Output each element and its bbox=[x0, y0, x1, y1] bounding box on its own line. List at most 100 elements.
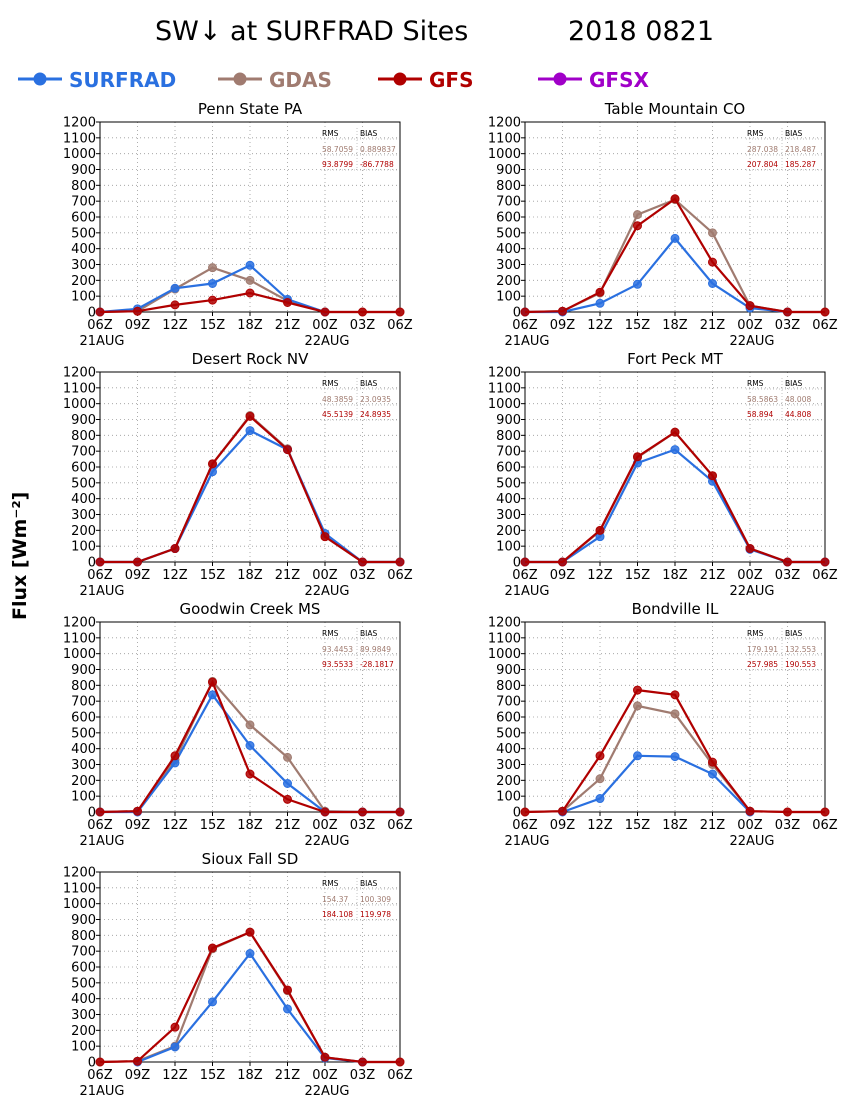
y-tick-label: 700 bbox=[71, 945, 96, 960]
y-tick-label: 600 bbox=[71, 961, 96, 976]
legend-label-gfsx: GFSX bbox=[589, 68, 649, 92]
stats-bias-gfs: 119.978 bbox=[360, 910, 391, 919]
data-point-gfs bbox=[670, 690, 680, 700]
y-tick-label: 700 bbox=[496, 695, 521, 710]
y-tick-label: 600 bbox=[496, 211, 521, 226]
data-point-gfs bbox=[520, 807, 530, 817]
x-tick-label: 00Z bbox=[312, 568, 338, 583]
data-point-gfs bbox=[820, 307, 830, 317]
x-tick-label: 06Z bbox=[387, 1068, 413, 1083]
x-tick-label: 18Z bbox=[662, 818, 688, 833]
y-tick-label: 200 bbox=[496, 774, 521, 789]
stats-bias-gdas: 100.309 bbox=[360, 895, 391, 904]
stats-header-bias: BIAS bbox=[785, 629, 802, 638]
x-tick-label: 09Z bbox=[550, 318, 576, 333]
y-tick-label: 1200 bbox=[488, 616, 521, 631]
series-line-gdas bbox=[524, 198, 825, 314]
stats-bias-gfs: 44.808 bbox=[785, 410, 811, 419]
data-point-gfs bbox=[358, 1057, 367, 1067]
data-point-gfs bbox=[358, 807, 367, 817]
chart-panel: Goodwin Creek MS 010020030040050060070080… bbox=[63, 600, 413, 849]
x-tick-label: 03Z bbox=[350, 818, 376, 833]
x-tick-label: 06Z bbox=[812, 818, 838, 833]
stats-bias-gdas: 218.487 bbox=[785, 145, 816, 154]
y-tick-label: 300 bbox=[71, 1008, 96, 1023]
data-point-gfs bbox=[95, 1057, 105, 1067]
x-date-label: 21AUG bbox=[79, 1084, 124, 1099]
chart-panel: Bondville IL 0100200300400500600700800900… bbox=[488, 600, 838, 849]
x-tick-label: 00Z bbox=[737, 568, 763, 583]
y-tick-label: 1100 bbox=[488, 381, 521, 396]
x-date-label: 22AUG bbox=[304, 334, 349, 349]
data-point-gfs bbox=[283, 794, 292, 804]
x-date-label: 21AUG bbox=[79, 834, 124, 849]
data-point-gfs bbox=[170, 751, 180, 761]
y-tick-label: 1200 bbox=[488, 116, 521, 131]
data-point-gfs bbox=[283, 445, 292, 455]
series-line-gfs bbox=[524, 197, 825, 314]
data-point-gfs bbox=[520, 557, 530, 567]
y-tick-label: 900 bbox=[496, 663, 521, 678]
stats-bias-gdas: 23.0935 bbox=[360, 395, 391, 404]
y-tick-label: 900 bbox=[71, 913, 96, 928]
y-tick-label: 400 bbox=[496, 742, 521, 757]
x-tick-label: 21Z bbox=[275, 568, 301, 583]
x-tick-label: 12Z bbox=[162, 318, 188, 333]
data-point-surfrad bbox=[170, 283, 180, 293]
y-tick-label: 300 bbox=[496, 758, 521, 773]
data-point-gfs bbox=[633, 685, 642, 695]
y-tick-label: 0 bbox=[513, 556, 521, 571]
x-tick-label: 18Z bbox=[237, 1068, 263, 1083]
stats-rms-gfs: 93.5533 bbox=[322, 660, 353, 669]
y-tick-label: 300 bbox=[496, 258, 521, 273]
figure-date: 2018 0821 bbox=[568, 16, 714, 47]
data-point-surfrad bbox=[283, 779, 292, 788]
stats-bias-gdas: 132.553 bbox=[785, 645, 816, 654]
legend-item-gfs: GFS bbox=[378, 68, 473, 92]
y-tick-label: 600 bbox=[71, 461, 96, 476]
series-line-surfrad bbox=[99, 263, 326, 314]
data-point-gdas bbox=[208, 263, 217, 273]
data-point-gfs bbox=[783, 807, 792, 817]
x-date-label: 22AUG bbox=[304, 834, 349, 849]
x-tick-label: 06Z bbox=[87, 568, 113, 583]
x-tick-label: 06Z bbox=[812, 318, 838, 333]
x-date-label: 22AUG bbox=[304, 584, 349, 599]
stats-rms-gdas: 179.191 bbox=[747, 645, 778, 654]
x-tick-label: 21Z bbox=[275, 818, 301, 833]
y-tick-label: 1000 bbox=[63, 147, 96, 162]
data-point-gfs bbox=[133, 557, 142, 567]
y-tick-label: 800 bbox=[71, 929, 96, 944]
data-point-gfs bbox=[395, 307, 405, 317]
y-tick-label: 900 bbox=[496, 163, 521, 178]
x-tick-label: 00Z bbox=[312, 818, 338, 833]
y-tick-label: 1100 bbox=[63, 381, 96, 396]
x-tick-label: 09Z bbox=[125, 818, 151, 833]
stats-bias-gfs: 185.287 bbox=[785, 160, 816, 169]
panel-title: Desert Rock NV bbox=[192, 350, 309, 368]
data-point-surfrad bbox=[633, 279, 642, 289]
data-point-surfrad bbox=[170, 1042, 180, 1052]
x-tick-label: 06Z bbox=[387, 568, 413, 583]
legend-label-surfrad: SURFRAD bbox=[69, 68, 176, 92]
y-tick-label: 1200 bbox=[63, 366, 96, 381]
x-tick-label: 09Z bbox=[125, 568, 151, 583]
y-tick-label: 600 bbox=[496, 461, 521, 476]
y-tick-label: 1100 bbox=[488, 131, 521, 146]
y-tick-label: 700 bbox=[71, 445, 96, 460]
stats-header-bias: BIAS bbox=[360, 129, 377, 138]
data-point-surfrad bbox=[245, 949, 255, 959]
x-tick-label: 12Z bbox=[162, 568, 188, 583]
x-tick-label: 12Z bbox=[587, 818, 613, 833]
x-tick-label: 21Z bbox=[700, 318, 726, 333]
y-tick-label: 200 bbox=[496, 524, 521, 539]
panel-title: Table Mountain CO bbox=[604, 100, 746, 118]
stats-bias-gfs: -86.7788 bbox=[360, 160, 394, 169]
y-axis-label: Flux [Wm⁻²] bbox=[9, 492, 31, 620]
x-date-label: 22AUG bbox=[729, 584, 774, 599]
data-point-gfs bbox=[395, 1057, 405, 1067]
stats-bias-gdas: 48.008 bbox=[785, 395, 811, 404]
y-tick-label: 700 bbox=[71, 695, 96, 710]
x-tick-label: 03Z bbox=[775, 568, 801, 583]
